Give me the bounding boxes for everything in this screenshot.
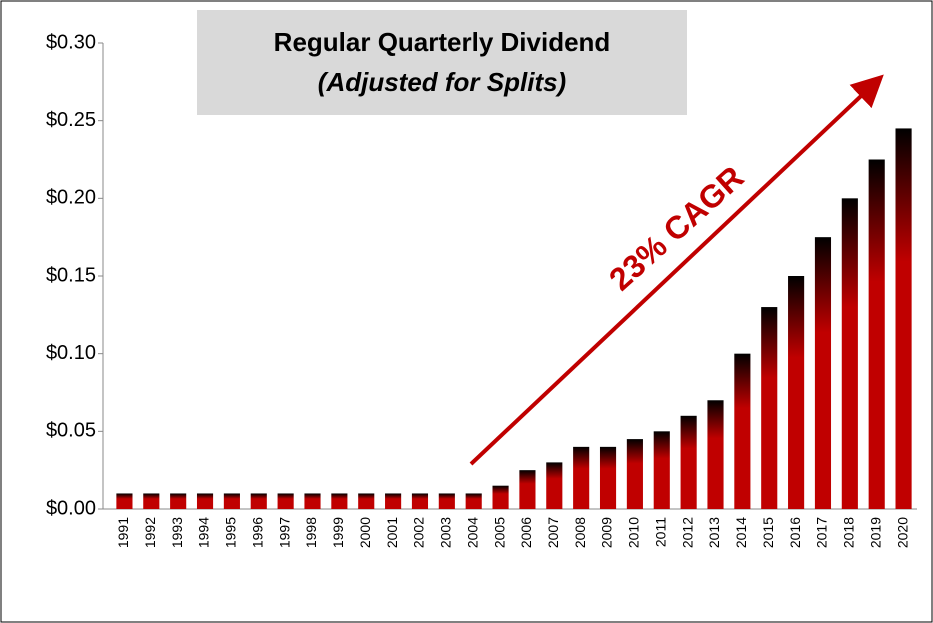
x-tick-label: 2005 (491, 517, 507, 548)
x-tick-label: 2017 (814, 517, 830, 548)
bar (546, 462, 563, 509)
x-tick-label: 1995 (223, 517, 239, 548)
x-tick-label: 2009 (599, 517, 615, 548)
bar (223, 493, 240, 509)
y-tick-label: $0.05 (46, 420, 96, 442)
bar (707, 400, 724, 509)
x-tick-label: 2016 (787, 517, 803, 548)
x-tick-label: 2019 (867, 517, 883, 548)
x-tick-label: 2010 (626, 517, 642, 548)
x-tick-label: 2001 (384, 517, 400, 548)
bar (250, 493, 267, 509)
bar (116, 493, 133, 509)
x-tick-label: 1993 (169, 517, 185, 548)
bar (492, 485, 509, 509)
y-tick-label: $0.00 (46, 497, 96, 519)
y-tick-label: $0.20 (46, 187, 96, 209)
x-tick-label: 2011 (652, 517, 668, 547)
x-tick-label: 1998 (303, 517, 319, 548)
y-tick-label: $0.30 (46, 31, 96, 53)
bar (788, 276, 805, 509)
x-tick-label: 2003 (438, 517, 454, 548)
bar (304, 493, 321, 509)
bar (599, 446, 617, 509)
chart-subtitle: (Adjusted for Splits) (318, 67, 566, 97)
x-tick-label: 1992 (142, 517, 158, 548)
bar (626, 439, 643, 509)
x-tick-label: 1991 (115, 517, 131, 548)
x-tick-label: 2006 (518, 517, 534, 548)
x-tick-label: 1999 (330, 517, 346, 548)
x-tick-label: 1996 (249, 517, 265, 548)
title-box (197, 10, 687, 115)
bar (814, 237, 832, 509)
bar (358, 493, 375, 509)
bar (143, 493, 160, 509)
y-tick-label: $0.25 (46, 109, 96, 131)
y-tick-label: $0.15 (46, 264, 96, 286)
x-tick-label: 2012 (679, 517, 695, 548)
x-tick-label: 2014 (733, 517, 749, 548)
bar (841, 198, 858, 510)
bar (895, 128, 912, 509)
x-tick-label: 1994 (196, 517, 212, 548)
bar (653, 431, 670, 509)
bar (438, 493, 455, 509)
bar (868, 159, 885, 509)
bar (385, 493, 402, 509)
y-tick-label: $0.10 (46, 342, 96, 364)
bar (734, 353, 751, 509)
bar (680, 415, 697, 509)
x-tick-label: 2013 (706, 517, 722, 548)
x-tick-label: 2015 (760, 517, 776, 548)
x-tick-label: 2004 (464, 517, 480, 548)
x-tick-label: 1997 (276, 517, 292, 548)
bar (411, 493, 429, 509)
x-tick-label: 2007 (545, 517, 561, 548)
x-tick-label: 2008 (572, 517, 588, 548)
bar (761, 307, 778, 509)
x-tick-label: 2000 (357, 517, 373, 548)
x-tick-label: 2020 (894, 517, 910, 548)
x-tick-label: 2002 (411, 517, 427, 548)
bar (277, 493, 294, 509)
bar (519, 470, 536, 509)
bar (170, 493, 187, 509)
bar (573, 446, 590, 509)
bar (465, 493, 482, 509)
bar (331, 493, 348, 509)
x-tick-label: 2018 (841, 517, 857, 548)
chart-title: Regular Quarterly Dividend (274, 27, 611, 57)
annotation: 23% CAGR (602, 159, 750, 298)
trend-arrow (469, 74, 884, 466)
bar (196, 493, 214, 509)
